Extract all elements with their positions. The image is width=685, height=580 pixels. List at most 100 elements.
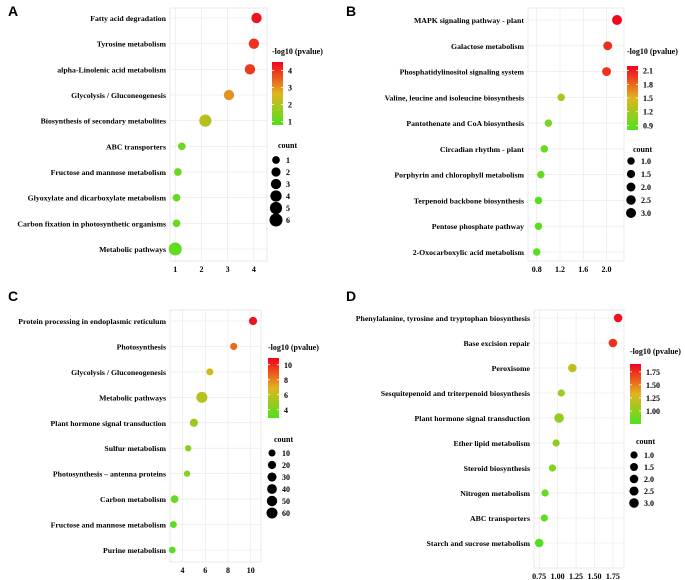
category-label: Base excision repair [463,339,530,348]
category-label: Peroxisome [492,364,531,373]
data-point [557,389,565,397]
category-label: Metabolic pathways [99,393,166,402]
category-label: Biosynthesis of secondary metabolites [41,117,166,126]
size-legend-dot [269,201,283,215]
data-point [168,242,182,256]
colorbar-tick-label: 4 [284,406,288,415]
category-label: Tyrosine metabolism [97,40,167,49]
size-legend-dot [267,484,277,494]
colorbar-tick-label: 10 [284,361,292,370]
category-label: Plant hormone signal transduction [415,414,531,423]
data-point [557,93,565,102]
x-tick-label: 1.25 [569,572,583,580]
color-legend-title: -log10 (pvalue) [630,347,681,356]
category-label: MAPK signaling pathway - plant [414,16,524,25]
data-point [568,363,577,373]
size-legend-label: 3.0 [641,209,651,218]
data-point [248,316,258,326]
x-tick-label: 1.00 [551,572,565,580]
colorbar-tick-label: 3 [288,84,292,93]
data-point [206,368,214,376]
size-legend-label: 3 [286,180,290,189]
color-legend-title: -log10 (pvalue) [627,47,678,56]
category-label: Glycolysis / Gluconeogenesis [71,91,166,100]
size-legend-label: 10 [282,449,290,458]
x-tick-label: 2 [199,265,203,274]
colorbar-tick-label: 1.50 [646,381,660,390]
size-legend-dot [270,178,282,190]
category-label: ABC transporters [106,142,166,151]
data-point [612,15,623,25]
plot-area [169,7,268,262]
panel-letter: A [8,3,18,19]
plot-area [169,309,262,563]
x-tick-label: 1 [173,265,177,274]
data-point [230,342,238,350]
category-label: Steroid biosynthesis [464,464,530,473]
data-point [244,64,256,75]
colorbar-tick-label: 1.75 [646,368,660,377]
category-label: Valine, leucine and isoleucine biosynthe… [385,93,524,102]
category-label: Sesquitepenoid and triterpenoid biosynth… [381,389,530,398]
category-label: Metabolic pathways [99,245,166,254]
data-point [185,445,192,452]
data-point [552,439,560,447]
data-point [608,338,618,348]
x-tick-label: 6 [203,566,207,575]
category-label: Fructose and mannose metabolism [51,168,167,177]
colorbar [268,358,279,418]
panel-letter: B [346,3,356,19]
data-point [183,470,191,477]
data-point [613,313,623,323]
category-label: Carbon metabolism [100,495,167,504]
x-tick-label: 4 [252,265,256,274]
data-point [544,119,553,127]
data-point [168,546,176,554]
x-tick-label: 1.75 [606,572,620,580]
size-legend-label: 20 [282,461,290,470]
size-legend-label: 6 [286,216,290,225]
size-legend-dot [266,507,278,519]
size-legend-dot [626,195,636,205]
size-legend-title: count [636,437,655,446]
size-legend-dot [630,451,638,459]
color-legend-title: -log10 (pvalue) [268,343,319,352]
size-legend-label: 3.0 [644,499,654,508]
category-label: Fatty acid degradation [90,14,166,23]
colorbar-tick-label: 1.5 [643,94,653,103]
colorbar [272,62,283,125]
data-point [172,219,181,228]
size-legend-label: 1 [286,156,290,165]
data-point [532,248,541,256]
data-point [170,521,177,528]
plot-area [533,309,625,569]
category-label: Pentose phosphate pathway [432,222,524,231]
data-point [534,196,543,205]
data-point [540,145,549,153]
size-legend-dot [267,472,277,482]
size-legend-dot [629,498,639,508]
size-legend-label: 1.0 [644,451,654,460]
panel-c: C 4 6 8 10 Protein processing in endoplasmic … [8,288,319,575]
size-legend-dot [268,449,276,457]
size-legend-label: 5 [286,204,290,213]
colorbar-tick-label: 2 [288,101,292,110]
x-tick-label: 8 [226,566,230,575]
size-legend-dot [626,208,636,218]
data-point [174,168,182,176]
panel-b: B 0.8 1.2 1.6 2.0 MAPK signaling pathway - pl… [346,3,678,274]
size-legend-label: 30 [282,473,290,482]
data-point [534,222,543,230]
size-legend-label: 2.5 [644,487,654,496]
data-point [548,464,557,472]
size-legend-label: 1.5 [641,170,651,179]
colorbar-tick-label: 1.2 [643,108,653,117]
category-label: Carbon fixation in photosynthetic organi… [17,219,166,228]
size-legend-label: 1.0 [641,157,651,166]
colorbar-tick-label: 8 [284,376,288,385]
data-point [602,67,611,77]
data-point [554,413,564,423]
size-legend-dot [271,167,281,177]
data-point [223,89,235,101]
